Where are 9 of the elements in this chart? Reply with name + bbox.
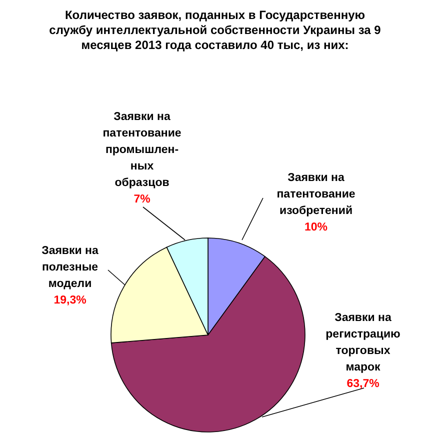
data-label: 19,3% [54, 294, 86, 306]
slice-label: Заявки на полезные модели [42, 245, 99, 290]
chart-title: Количество заявок, поданных в Государственную службу интеллектуальной собственности Украины за 9 месяцев 2013 года составило 40 тыс, из них: [49, 8, 382, 52]
slice-label: Заявки на регистрацию торговых марок [326, 312, 401, 374]
slice-label: Заявки на патентование промышлен- ных образцов [102, 111, 182, 189]
data-label: 63,7% [346, 378, 380, 390]
slice-label: Заявки на патентование изобретений [276, 172, 356, 217]
data-label: 10% [304, 222, 328, 234]
data-label: 7% [134, 194, 150, 206]
